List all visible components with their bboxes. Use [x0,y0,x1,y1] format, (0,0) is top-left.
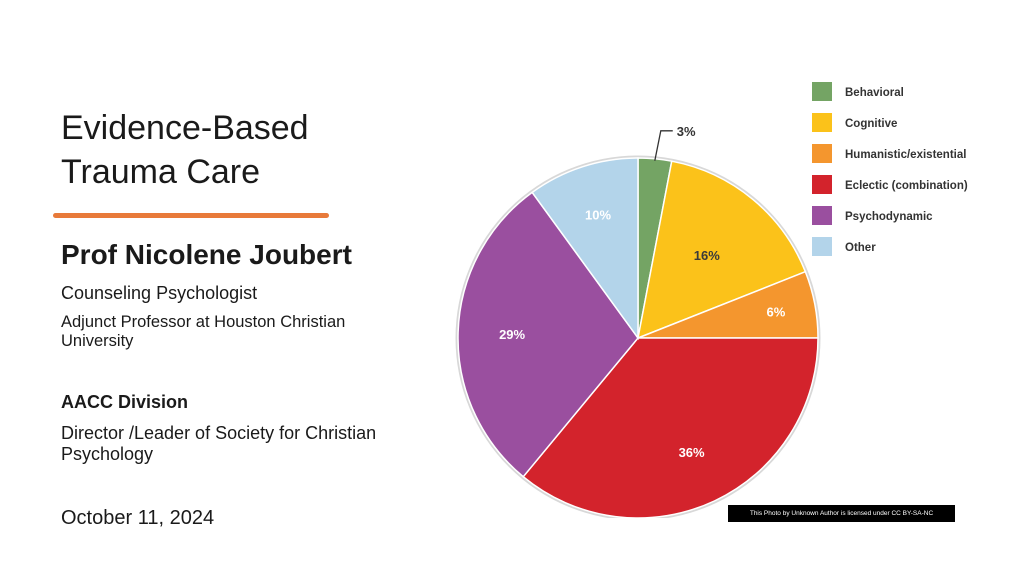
title-line-2: Trauma Care [61,153,261,191]
presenter-name: Prof Nicolene Joubert [61,239,352,270]
pie-slice-psychodynamic [457,191,639,478]
presenter-affiliation: Adjunct Professor at Houston Christian U… [61,313,421,351]
pie-slice-other [531,157,639,341]
slide-title: Evidence-Based Trauma Care [61,106,391,194]
legend-swatch-other [812,237,832,256]
pie-slice-cognitive [637,160,807,340]
pie-label-other: 10% [585,208,611,223]
legend-swatch-eclectic-combination [812,175,832,194]
pie-label-humanistic-existential: 6% [767,305,786,320]
legend-label-behavioral: Behavioral [845,87,904,99]
legend-swatch-behavioral [812,82,832,101]
legend-label-humanistic-existential: Humanistic/existential [845,149,966,161]
pie-label-cognitive: 16% [694,248,720,263]
director-role: Director /Leader of Society for Christia… [61,423,441,465]
photo-credit[interactable]: This Photo by Unknown Author is licensed… [728,505,955,522]
pie-slice-eclectic-combination [522,337,819,518]
legend-swatch-cognitive [812,113,832,132]
legend-swatch-humanistic-existential [812,144,832,163]
legend-label-eclectic-combination: Eclectic (combination) [845,180,968,192]
legend-swatch-psychodynamic [812,206,832,225]
presenter-role: Counseling Psychologist [61,283,258,303]
title-accent-divider [53,213,329,218]
legend-label-psychodynamic: Psychodynamic [845,211,933,223]
pie-label-eclectic-combination: 36% [679,445,705,460]
pie-label-psychodynamic: 29% [499,327,525,342]
legend-label-cognitive: Cognitive [845,118,897,130]
affiliation-line-1: Adjunct Professor at Houston Christian [61,313,346,331]
legend-label-other: Other [845,242,876,254]
director-line-1: Director /Leader of Society for Christia… [61,423,377,443]
division-heading: AACC Division [61,392,189,412]
director-line-2: Psychology [61,444,154,464]
pie-leader-line [654,130,673,161]
presentation-date: October 11, 2024 [61,507,215,529]
pie-chart: 3% 16% 6% 36% 29% 10% Behavioral Cognitive Human… [455,82,968,518]
pie-label-behavioral: 3% [677,124,696,139]
title-line-1: Evidence-Based [61,109,309,147]
pie-chart-image: 3% 16% 6% 36% 29% 10% Behavioral Cognitive Human… [440,78,1024,518]
affiliation-line-2: University [61,332,134,350]
